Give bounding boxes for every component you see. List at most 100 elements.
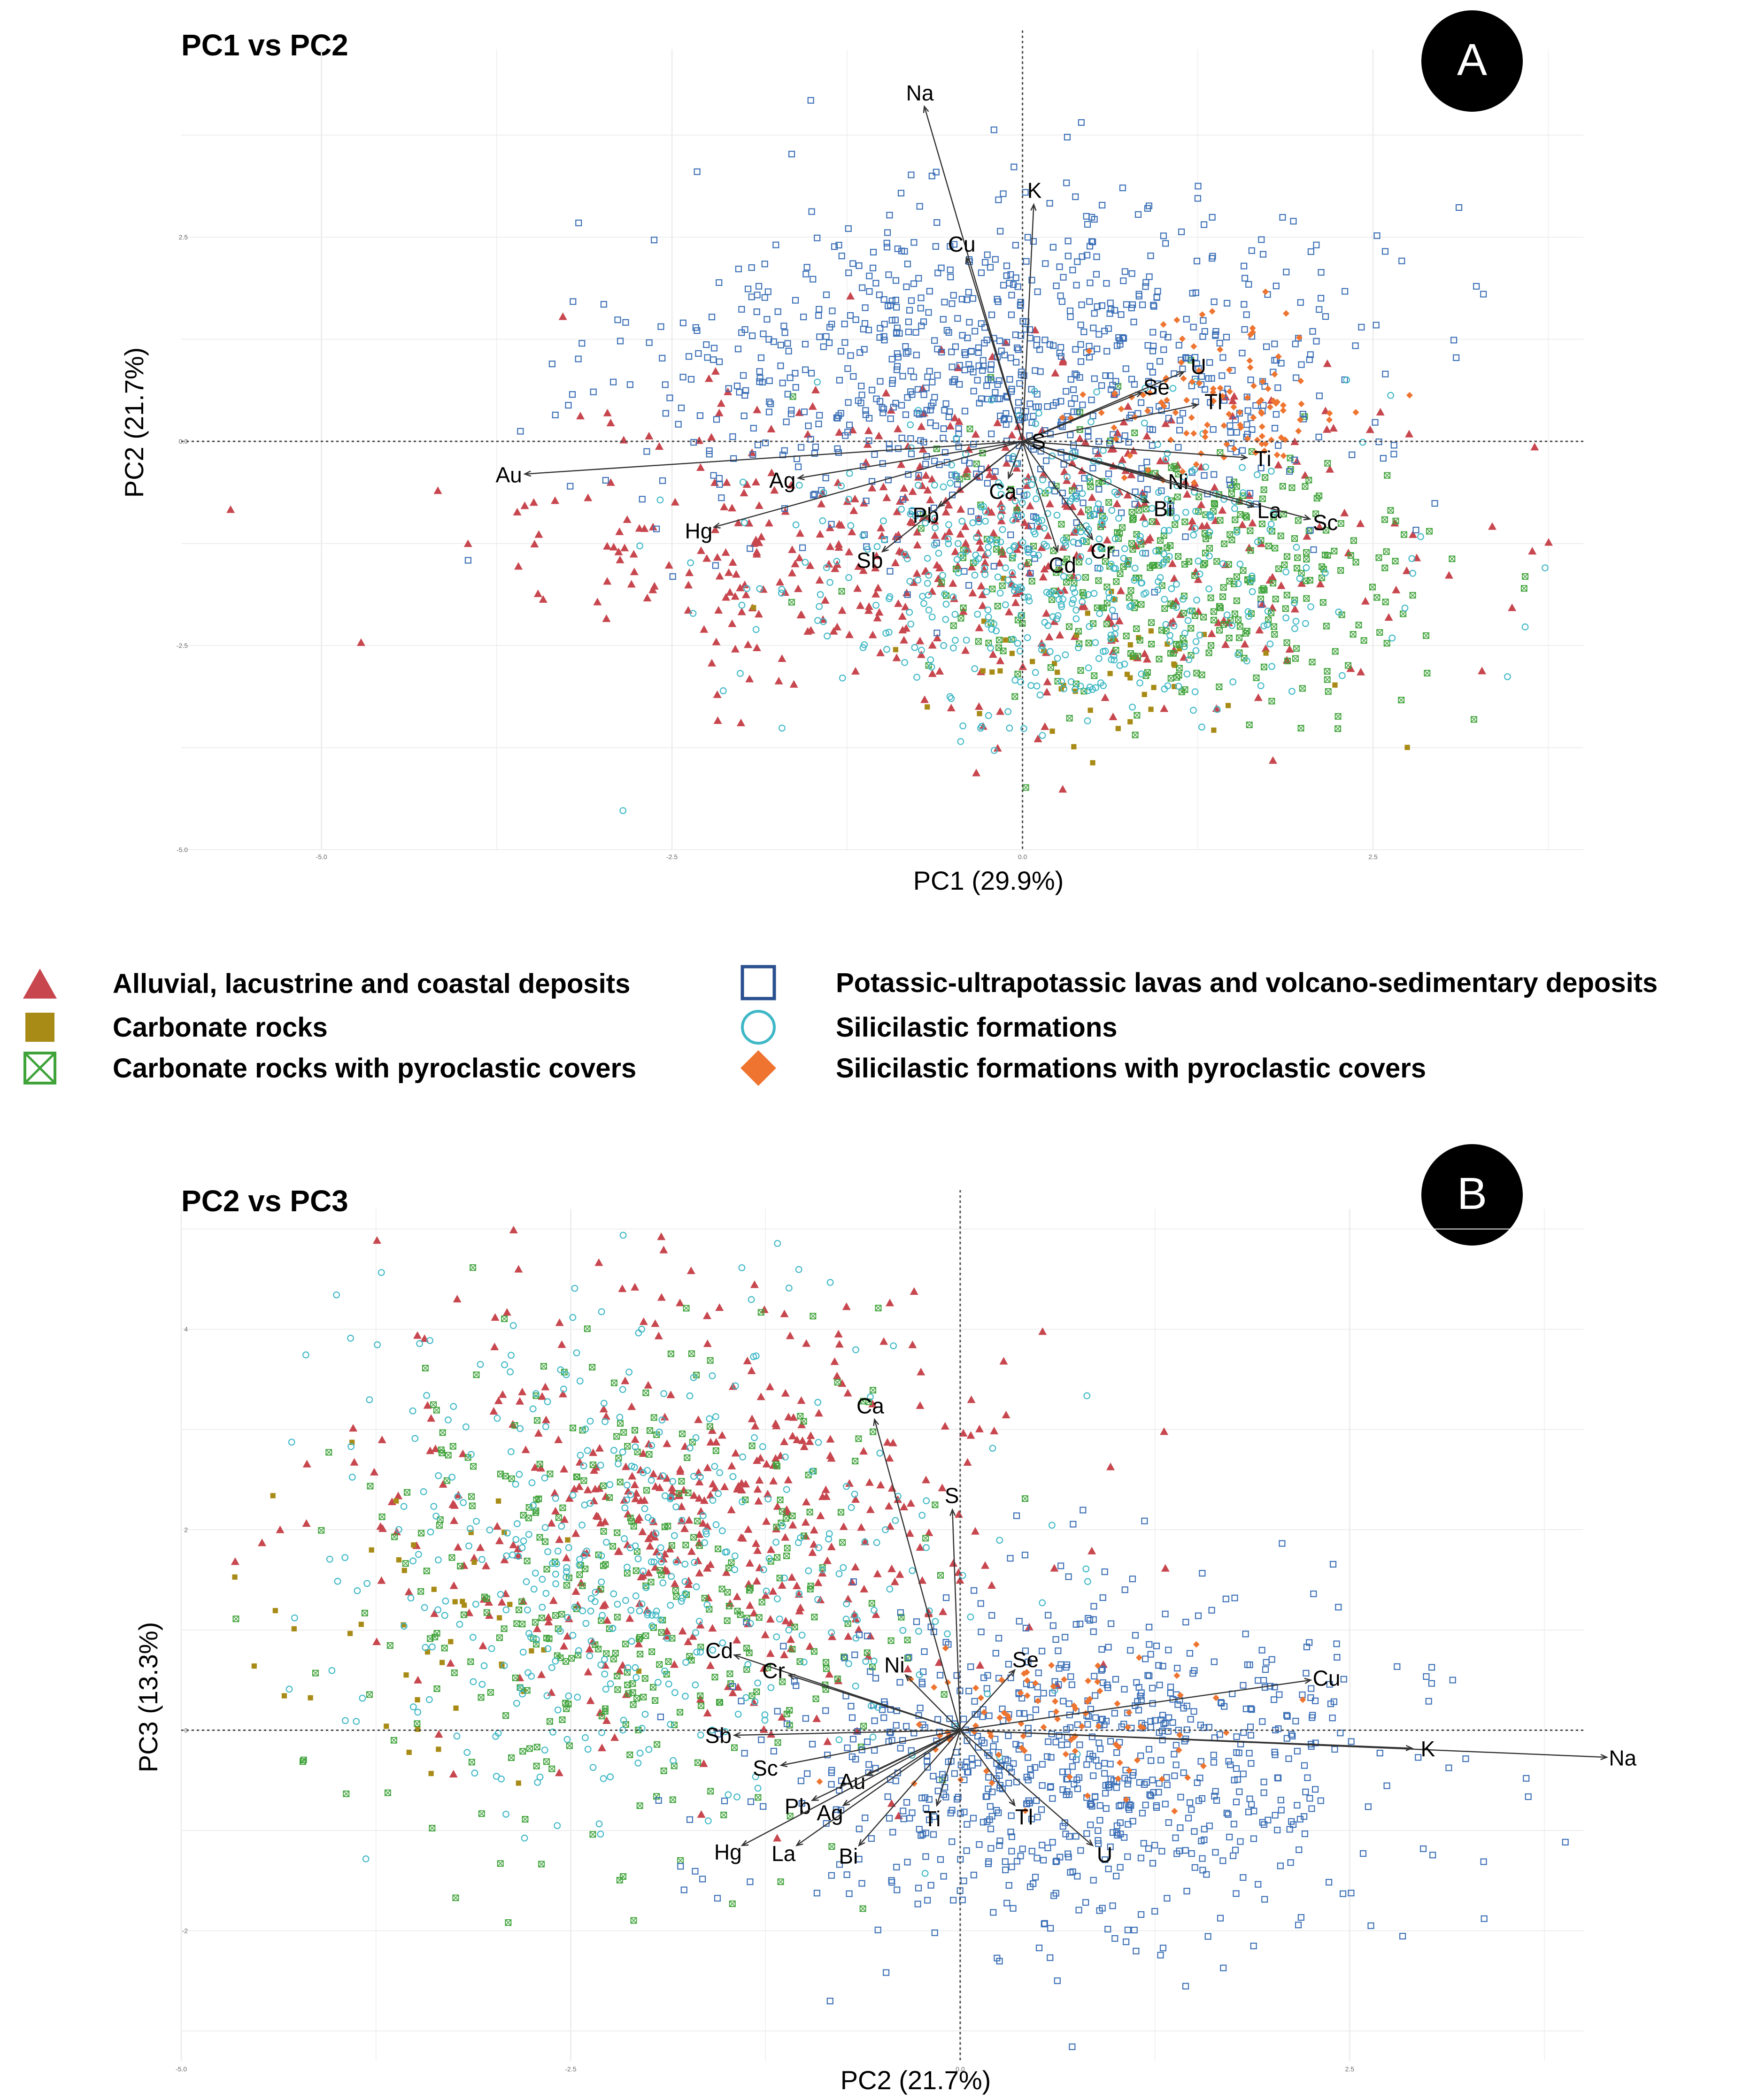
point-alluvial	[753, 1485, 762, 1493]
point-silicilastic	[1173, 514, 1180, 522]
panel-a-ylabel: PC2 (21.7%)	[119, 347, 149, 498]
point-potassic	[1021, 1552, 1029, 1559]
point-carbonate-pyroclastic	[870, 1387, 877, 1394]
point-potassic	[1144, 1672, 1151, 1679]
point-potassic	[1149, 329, 1157, 336]
point-carbonate-pyroclastic	[1167, 650, 1174, 657]
point-carbonate-pyroclastic	[1281, 562, 1288, 568]
arrow-head	[1142, 497, 1150, 503]
point-potassic	[1288, 1818, 1295, 1825]
point-potassic	[1260, 1778, 1267, 1785]
point-silicilastic	[1060, 685, 1068, 692]
point-potassic	[969, 1762, 976, 1769]
point-silicilastic	[529, 1405, 537, 1413]
point-potassic	[925, 309, 932, 316]
point-silicilastic	[1099, 648, 1107, 655]
point-potassic	[920, 438, 927, 446]
point-silicilastic	[597, 1462, 604, 1469]
point-potassic	[678, 404, 685, 411]
point-potassic	[1052, 399, 1060, 406]
point-alluvial	[737, 1485, 746, 1494]
point-silicilastic	[1095, 655, 1103, 662]
point-silicilastic	[564, 1614, 571, 1621]
point-carbonate	[516, 1780, 521, 1786]
point-alluvial	[514, 1265, 523, 1273]
point-silicilastic	[886, 593, 894, 600]
point-potassic	[1149, 369, 1156, 376]
point-carbonate-pyroclastic	[614, 1686, 621, 1693]
point-alluvial	[534, 1429, 543, 1437]
point-potassic	[1138, 1689, 1145, 1696]
point-silicilastic	[599, 1612, 606, 1619]
point-silicilastic-pyroclastic	[816, 1778, 823, 1785]
point-alluvial	[1018, 432, 1026, 440]
point-carbonate-pyroclastic	[1135, 507, 1142, 514]
point-potassic	[1121, 268, 1128, 275]
point-potassic	[1310, 1590, 1317, 1597]
point-carbonate-pyroclastic	[1337, 520, 1344, 527]
point-potassic	[804, 1770, 811, 1777]
point-silicilastic	[378, 1269, 385, 1276]
point-silicilastic	[524, 1606, 531, 1614]
point-alluvial	[696, 1621, 705, 1629]
point-potassic	[1159, 1727, 1166, 1734]
point-silicilastic-pyroclastic	[1352, 409, 1359, 416]
point-alluvial	[1002, 1410, 1010, 1419]
point-silicilastic	[1266, 640, 1274, 648]
point-carbonate-pyroclastic	[1195, 493, 1203, 500]
point-alluvial	[903, 442, 912, 450]
point-silicilastic	[632, 1542, 639, 1550]
point-alluvial	[648, 523, 657, 531]
point-silicilastic-pyroclastic	[1146, 390, 1153, 397]
point-potassic	[1092, 1714, 1099, 1721]
point-silicilastic-pyroclastic	[1179, 468, 1186, 475]
point-silicilastic	[958, 517, 966, 525]
point-silicilastic	[1182, 508, 1189, 516]
point-carbonate-pyroclastic	[632, 1427, 638, 1434]
point-silicilastic	[911, 644, 918, 651]
point-carbonate-pyroclastic	[966, 425, 973, 432]
point-silicilastic	[1115, 515, 1122, 522]
point-alluvial	[745, 1559, 754, 1567]
panel-b-ylabel: PC3 (13.3%)	[133, 1622, 163, 1773]
point-silicilastic	[652, 1530, 660, 1538]
point-silicilastic	[1148, 505, 1156, 512]
point-silicilastic	[1239, 464, 1246, 471]
point-silicilastic	[972, 558, 979, 565]
point-potassic	[1258, 1646, 1265, 1654]
point-alluvial	[694, 1556, 702, 1564]
point-silicilastic	[348, 1473, 356, 1481]
point-potassic	[1056, 1732, 1063, 1739]
point-potassic	[1222, 1595, 1229, 1602]
point-potassic	[937, 1856, 944, 1863]
point-alluvial	[791, 560, 800, 568]
point-silicilastic	[816, 603, 823, 610]
point-silicilastic	[709, 1372, 716, 1379]
point-alluvial	[788, 1521, 797, 1529]
point-alluvial	[538, 1392, 547, 1400]
point-silicilastic	[1191, 525, 1199, 532]
point-carbonate-pyroclastic	[1028, 577, 1035, 585]
point-potassic	[1008, 1812, 1015, 1819]
point-carbonate-pyroclastic	[1007, 485, 1014, 492]
point-carbonate-pyroclastic	[828, 1843, 835, 1850]
point-potassic	[881, 321, 888, 328]
point-potassic	[1098, 302, 1105, 309]
point-silicilastic	[640, 1567, 647, 1575]
point-potassic	[947, 273, 954, 281]
point-carbonate-pyroclastic	[779, 1678, 786, 1685]
point-silicilastic	[648, 1622, 656, 1630]
panel-a-xlabel: PC1 (29.9%)	[913, 866, 1064, 895]
point-silicilastic-pyroclastic	[1032, 1680, 1039, 1687]
point-silicilastic	[1175, 683, 1182, 690]
point-carbonate-pyroclastic	[620, 1429, 627, 1436]
point-potassic	[856, 1825, 863, 1832]
point-silicilastic	[528, 1479, 536, 1486]
point-silicilastic	[552, 1570, 559, 1578]
point-carbonate-pyroclastic	[1208, 642, 1214, 649]
point-silicilastic	[754, 1785, 762, 1792]
point-silicilastic	[644, 1609, 652, 1616]
point-carbonate-pyroclastic	[624, 1570, 631, 1577]
point-silicilastic-pyroclastic	[1204, 421, 1211, 428]
point-carbonate-pyroclastic	[677, 1709, 684, 1716]
